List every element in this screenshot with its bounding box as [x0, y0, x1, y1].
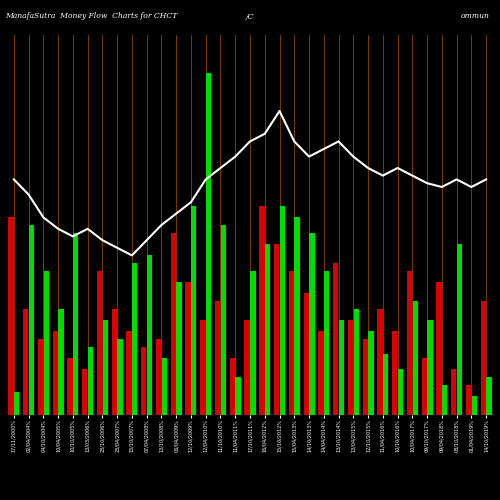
Bar: [206, 73, 212, 415]
Bar: [265, 244, 270, 415]
Bar: [407, 270, 412, 415]
Bar: [97, 270, 102, 415]
Bar: [318, 332, 324, 415]
Bar: [422, 358, 427, 415]
Bar: [38, 339, 43, 415]
Bar: [362, 339, 368, 415]
Bar: [412, 301, 418, 415]
Bar: [68, 358, 72, 415]
Bar: [126, 332, 132, 415]
Bar: [436, 282, 442, 415]
Bar: [339, 320, 344, 415]
Bar: [118, 339, 122, 415]
Bar: [82, 370, 87, 415]
Bar: [236, 377, 241, 415]
Text: ManafaSutra  Money Flow  Charts for CHCT: ManafaSutra Money Flow Charts for CHCT: [5, 12, 178, 20]
Bar: [102, 320, 108, 415]
Bar: [250, 270, 256, 415]
Bar: [457, 244, 462, 415]
Bar: [259, 206, 264, 415]
Bar: [383, 354, 388, 415]
Bar: [186, 282, 190, 415]
Bar: [23, 308, 28, 415]
Bar: [58, 308, 64, 415]
Bar: [348, 320, 353, 415]
Bar: [88, 346, 93, 415]
Bar: [170, 232, 176, 415]
Bar: [215, 301, 220, 415]
Bar: [141, 346, 146, 415]
Bar: [176, 282, 182, 415]
Bar: [392, 332, 398, 415]
Bar: [244, 320, 250, 415]
Bar: [274, 244, 280, 415]
Text: ommun: ommun: [461, 12, 490, 20]
Bar: [230, 358, 235, 415]
Bar: [280, 206, 285, 415]
Bar: [466, 384, 471, 415]
Bar: [398, 370, 403, 415]
Bar: [44, 270, 49, 415]
Bar: [52, 332, 58, 415]
Bar: [156, 339, 161, 415]
Bar: [73, 232, 78, 415]
Bar: [428, 320, 432, 415]
Bar: [324, 270, 330, 415]
Bar: [191, 206, 196, 415]
Bar: [162, 358, 167, 415]
Bar: [310, 232, 314, 415]
Bar: [8, 218, 14, 415]
Bar: [200, 320, 205, 415]
Bar: [132, 263, 138, 415]
Bar: [14, 392, 20, 415]
Bar: [378, 308, 382, 415]
Bar: [480, 301, 486, 415]
Bar: [147, 256, 152, 415]
Bar: [112, 308, 117, 415]
Bar: [304, 294, 309, 415]
Bar: [294, 218, 300, 415]
Bar: [220, 225, 226, 415]
Bar: [442, 384, 448, 415]
Text: /C: /C: [246, 12, 254, 20]
Bar: [288, 270, 294, 415]
Bar: [333, 263, 338, 415]
Bar: [451, 370, 456, 415]
Bar: [354, 308, 359, 415]
Bar: [472, 396, 477, 415]
Bar: [486, 377, 492, 415]
Bar: [368, 332, 374, 415]
Bar: [29, 225, 34, 415]
